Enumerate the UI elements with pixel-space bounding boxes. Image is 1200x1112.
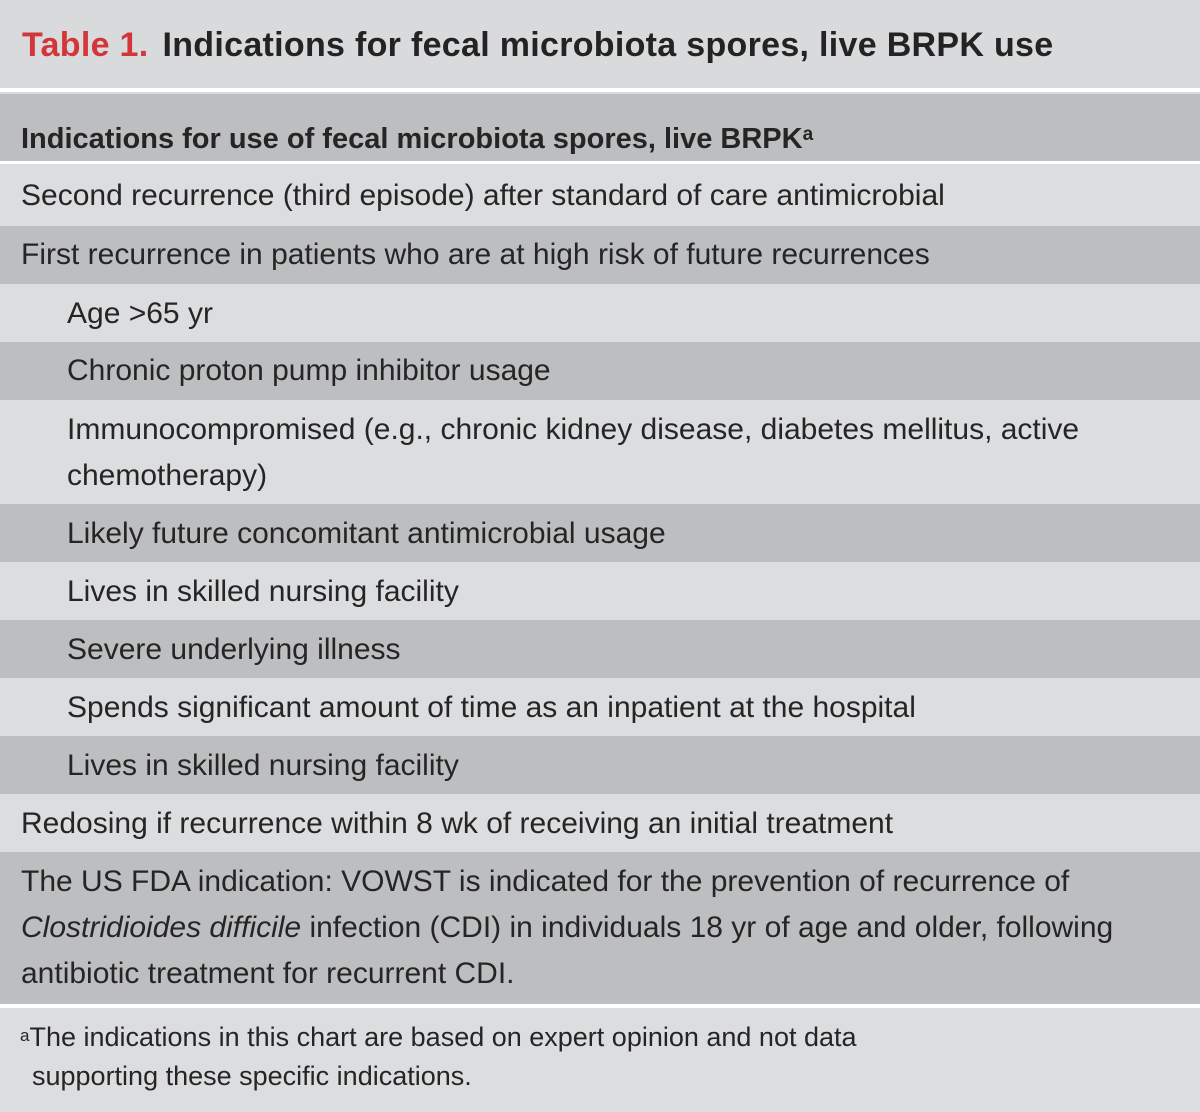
table-row: Likely future concomitant antimicrobial … — [0, 504, 1200, 562]
table-cell: Chronic proton pump inhibitor usage — [67, 354, 551, 387]
footnote-line-1-text: The indications in this chart are based … — [29, 1022, 857, 1052]
organism-name: Clostridioides difficile — [21, 911, 302, 944]
fda-text-start: The US FDA indication: VOWST is indicate… — [21, 865, 1070, 898]
table-cell: Likely future concomitant antimicrobial … — [67, 517, 666, 550]
table-row: Severe underlying illness — [0, 620, 1200, 678]
footnote-marker: a — [20, 1026, 30, 1045]
table-cell: Second recurrence (third episode) after … — [21, 179, 945, 212]
footnote-line-2: supporting these specific indications. — [32, 1061, 472, 1091]
table-header-cell: Indications for use of fecal microbiota … — [21, 116, 1182, 162]
fda-indication-cell: The US FDA indication: VOWST is indicate… — [21, 859, 1182, 997]
table-row: Age >65 yr — [0, 284, 1200, 342]
footnote-text: aThe indications in this chart are based… — [20, 1018, 1180, 1096]
table-cell: Age >65 yr — [67, 297, 213, 330]
footnote-line-1: aThe indications in this chart are based… — [20, 1018, 1180, 1057]
table-header-row: Indications for use of fecal microbiota … — [0, 94, 1200, 161]
table-footnote: aThe indications in this chart are based… — [0, 1008, 1200, 1112]
table-title-text: Indications for fecal microbiota spores,… — [162, 26, 1054, 64]
table-cell: First recurrence in patients who are at … — [21, 238, 930, 271]
header-divider — [0, 161, 1200, 164]
table-row: Second recurrence (third episode) after … — [0, 164, 1200, 226]
fda-text-end: infection (CDI) in individuals 18 yr of … — [21, 911, 1114, 990]
table-cell: Lives in skilled nursing facility — [67, 575, 459, 608]
table-cell: Spends significant amount of time as an … — [67, 691, 916, 724]
table-cell: Severe underlying illness — [67, 633, 401, 666]
table-row: Spends significant amount of time as an … — [0, 678, 1200, 736]
table-row: Redosing if recurrence within 8 wk of re… — [0, 794, 1200, 852]
table-header-text: Indications for use of fecal microbiota … — [21, 123, 803, 155]
table-row: First recurrence in patients who are at … — [0, 226, 1200, 284]
table-row: Immunocompromised (e.g., chronic kidney … — [0, 400, 1200, 504]
table-label: Table 1. — [22, 26, 149, 64]
footnote-divider — [0, 1004, 1200, 1008]
table-cell: Redosing if recurrence within 8 wk of re… — [21, 807, 894, 840]
table-row: Chronic proton pump inhibitor usage — [0, 342, 1200, 400]
header-footnote-marker: a — [802, 124, 814, 145]
table-cell: Lives in skilled nursing facility — [67, 749, 459, 782]
fda-indication-row: The US FDA indication: VOWST is indicate… — [0, 852, 1200, 1004]
title-divider — [0, 88, 1200, 92]
table-row: Lives in skilled nursing facility — [0, 562, 1200, 620]
table-cell: Immunocompromised (e.g., chronic kidney … — [67, 413, 1080, 492]
table-title: Table 1. Indications for fecal microbiota… — [22, 26, 1053, 65]
table-title-bar: Table 1. Indications for fecal microbiota… — [0, 0, 1200, 88]
table-row: Lives in skilled nursing facility — [0, 736, 1200, 794]
